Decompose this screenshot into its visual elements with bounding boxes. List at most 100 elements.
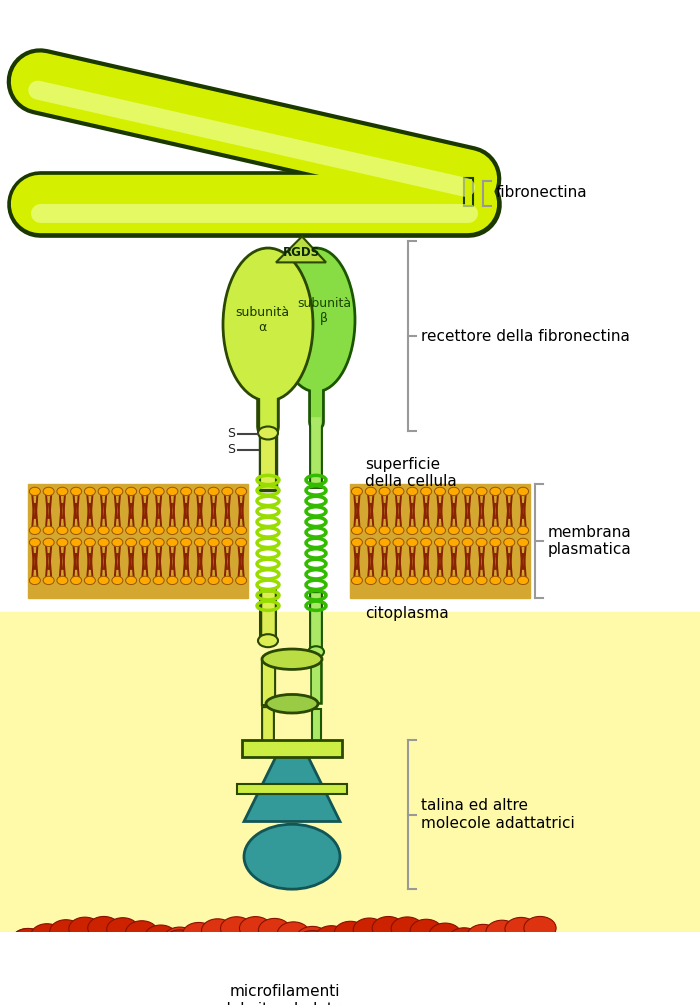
Ellipse shape	[85, 487, 95, 495]
Ellipse shape	[57, 527, 68, 535]
Polygon shape	[276, 236, 326, 262]
Ellipse shape	[126, 937, 158, 960]
Ellipse shape	[236, 527, 246, 535]
Ellipse shape	[223, 248, 313, 401]
Ellipse shape	[277, 935, 309, 959]
Ellipse shape	[435, 487, 445, 495]
Ellipse shape	[112, 487, 123, 495]
Ellipse shape	[183, 923, 215, 946]
Ellipse shape	[98, 487, 109, 495]
Ellipse shape	[435, 539, 445, 547]
Ellipse shape	[421, 487, 432, 495]
Ellipse shape	[335, 922, 367, 945]
Ellipse shape	[379, 539, 390, 547]
Ellipse shape	[183, 935, 215, 958]
Text: recettore della fibronectina: recettore della fibronectina	[421, 329, 630, 344]
Ellipse shape	[139, 487, 150, 495]
Ellipse shape	[448, 928, 480, 951]
Ellipse shape	[125, 487, 136, 495]
Ellipse shape	[71, 539, 82, 547]
Ellipse shape	[421, 527, 432, 535]
Ellipse shape	[486, 921, 518, 944]
Ellipse shape	[407, 487, 418, 495]
Ellipse shape	[153, 487, 164, 495]
Ellipse shape	[236, 539, 246, 547]
Ellipse shape	[429, 934, 461, 957]
Ellipse shape	[407, 576, 418, 585]
Ellipse shape	[524, 941, 556, 964]
Ellipse shape	[490, 487, 501, 495]
Bar	[28, 484, 248, 598]
Ellipse shape	[208, 539, 219, 547]
Bar	[350, 484, 530, 598]
Ellipse shape	[258, 919, 290, 942]
Ellipse shape	[421, 576, 432, 585]
Ellipse shape	[365, 527, 377, 535]
Ellipse shape	[71, 487, 82, 495]
Ellipse shape	[12, 929, 44, 952]
Ellipse shape	[85, 539, 95, 547]
Ellipse shape	[43, 487, 54, 495]
Ellipse shape	[153, 527, 164, 535]
Ellipse shape	[410, 920, 442, 943]
Ellipse shape	[429, 923, 461, 947]
Ellipse shape	[504, 539, 514, 547]
Text: fibronectina: fibronectina	[496, 185, 587, 200]
Ellipse shape	[57, 539, 68, 547]
Text: citoplasma: citoplasma	[365, 606, 449, 621]
Ellipse shape	[112, 576, 123, 585]
Ellipse shape	[524, 917, 556, 940]
Ellipse shape	[448, 487, 459, 495]
Ellipse shape	[167, 576, 178, 585]
Ellipse shape	[164, 930, 196, 954]
Ellipse shape	[448, 576, 459, 585]
Ellipse shape	[181, 576, 192, 585]
Ellipse shape	[365, 487, 377, 495]
Ellipse shape	[195, 527, 205, 535]
Text: microfilamenti
del citoscheletro: microfilamenti del citoscheletro	[221, 984, 349, 1005]
Ellipse shape	[315, 932, 347, 955]
Ellipse shape	[490, 527, 501, 535]
Ellipse shape	[517, 527, 528, 535]
Ellipse shape	[112, 539, 123, 547]
Ellipse shape	[29, 527, 41, 535]
Ellipse shape	[222, 487, 233, 495]
Ellipse shape	[220, 941, 253, 964]
Ellipse shape	[277, 922, 309, 946]
Ellipse shape	[335, 936, 367, 959]
Ellipse shape	[476, 539, 487, 547]
Text: superficie
della cellula: superficie della cellula	[365, 456, 456, 489]
Ellipse shape	[195, 576, 205, 585]
Ellipse shape	[244, 824, 340, 889]
Ellipse shape	[167, 539, 178, 547]
Ellipse shape	[476, 487, 487, 495]
Ellipse shape	[106, 918, 139, 941]
Ellipse shape	[57, 576, 68, 585]
Ellipse shape	[222, 539, 233, 547]
Ellipse shape	[258, 634, 278, 647]
Ellipse shape	[391, 940, 423, 964]
Ellipse shape	[31, 934, 63, 957]
Ellipse shape	[490, 539, 501, 547]
Ellipse shape	[236, 576, 246, 585]
Ellipse shape	[125, 539, 136, 547]
Ellipse shape	[220, 917, 253, 940]
Ellipse shape	[29, 576, 41, 585]
Ellipse shape	[258, 939, 290, 962]
Ellipse shape	[351, 539, 363, 547]
Ellipse shape	[85, 576, 95, 585]
Ellipse shape	[222, 527, 233, 535]
Ellipse shape	[354, 939, 386, 962]
Ellipse shape	[88, 941, 120, 964]
Ellipse shape	[379, 487, 390, 495]
Ellipse shape	[505, 918, 537, 941]
Ellipse shape	[372, 917, 405, 940]
Ellipse shape	[12, 929, 44, 952]
Ellipse shape	[69, 918, 101, 941]
Ellipse shape	[354, 918, 386, 942]
Ellipse shape	[208, 487, 219, 495]
Ellipse shape	[71, 576, 82, 585]
Ellipse shape	[504, 527, 514, 535]
Text: S: S	[227, 443, 235, 456]
Ellipse shape	[393, 527, 404, 535]
